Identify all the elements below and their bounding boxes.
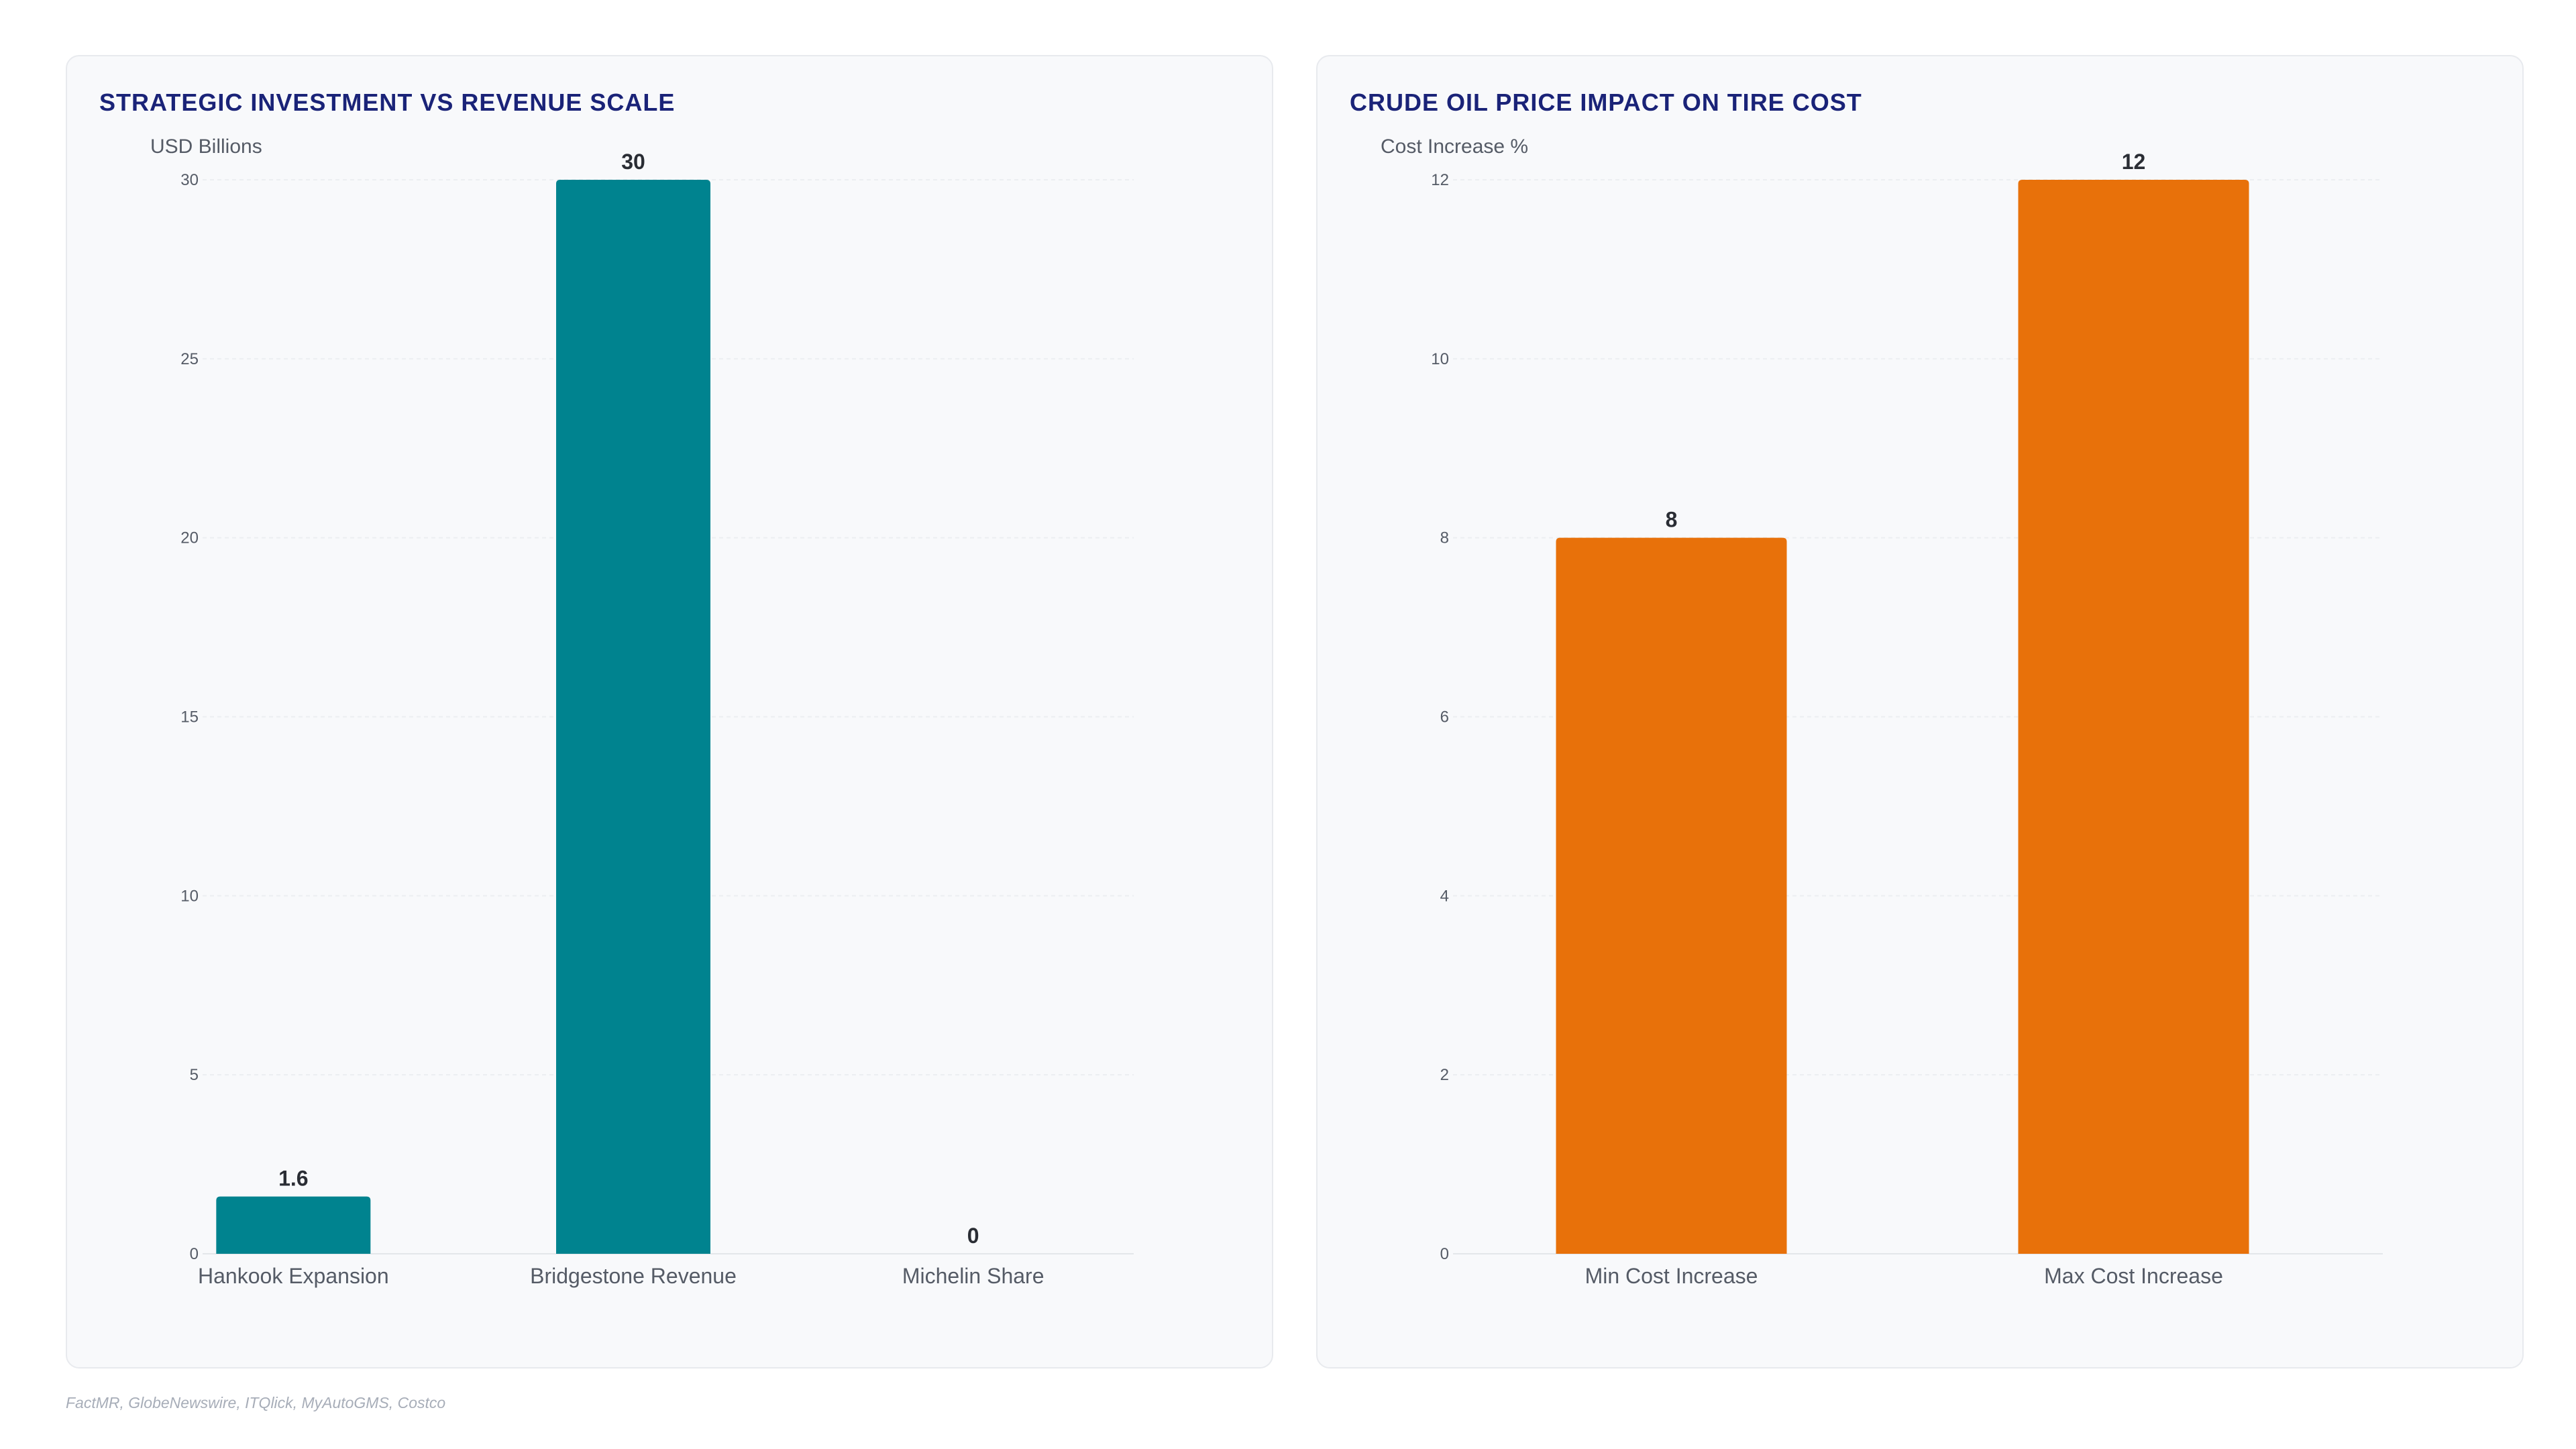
y-axis-label: USD Billions: [150, 136, 262, 158]
chart-panel-investment: STRATEGIC INVESTMENT VS REVENUE SCALE US…: [66, 55, 1273, 1368]
y-tick-label: 4: [1440, 887, 1449, 905]
bar: [1556, 537, 1787, 1254]
chart-title: STRATEGIC INVESTMENT VS REVENUE SCALE: [99, 89, 676, 116]
y-tick-label: 2: [1440, 1066, 1449, 1084]
x-tick-label: Hankook Expansion: [198, 1264, 389, 1288]
y-tick-label: 30: [180, 171, 199, 189]
y-tick-label: 20: [180, 529, 199, 547]
chart-title: CRUDE OIL PRICE IMPACT ON TIRE COST: [1350, 89, 1862, 116]
y-tick-label: 5: [190, 1066, 199, 1084]
y-tick-label: 15: [180, 708, 199, 727]
bar-value-label: 30: [621, 150, 645, 174]
x-tick-label: Min Cost Increase: [1585, 1264, 1758, 1288]
source-note: FactMR, GlobeNewswire, ITQlick, MyAutoGM…: [66, 1394, 446, 1411]
y-tick-label: 8: [1440, 529, 1449, 547]
bar: [216, 1196, 371, 1254]
y-tick-label: 10: [1431, 350, 1449, 368]
y-tick-label: 0: [190, 1245, 199, 1263]
y-tick-label: 0: [1440, 1245, 1449, 1263]
y-tick-label: 12: [1431, 171, 1449, 189]
bar-value-label: 12: [2122, 150, 2146, 174]
chart-panel-oil-impact: CRUDE OIL PRICE IMPACT ON TIRE COST Cost…: [1316, 55, 2524, 1368]
y-axis-label: Cost Increase %: [1381, 136, 1528, 158]
y-tick-label: 10: [180, 887, 199, 905]
x-tick-label: Michelin Share: [902, 1264, 1044, 1288]
y-tick-label: 25: [180, 350, 199, 368]
bar-chart-investment: USD Billions 0 5 10 15 20 25 30 1.6 Hankook Expan…: [150, 136, 1134, 1288]
x-tick-label: Max Cost Increase: [2044, 1264, 2223, 1288]
y-tick-label: 6: [1440, 708, 1449, 727]
bar-chart-oil-impact: Cost Increase % 0 2 4 6 8 10 12 8 Min Cost Increa…: [1381, 136, 2383, 1288]
bar: [2018, 180, 2249, 1254]
bar: [556, 180, 710, 1254]
x-tick-label: Bridgestone Revenue: [530, 1264, 737, 1288]
bar-value-label: 0: [967, 1224, 979, 1248]
bar-value-label: 1.6: [278, 1167, 308, 1191]
bar-value-label: 8: [1666, 508, 1678, 532]
